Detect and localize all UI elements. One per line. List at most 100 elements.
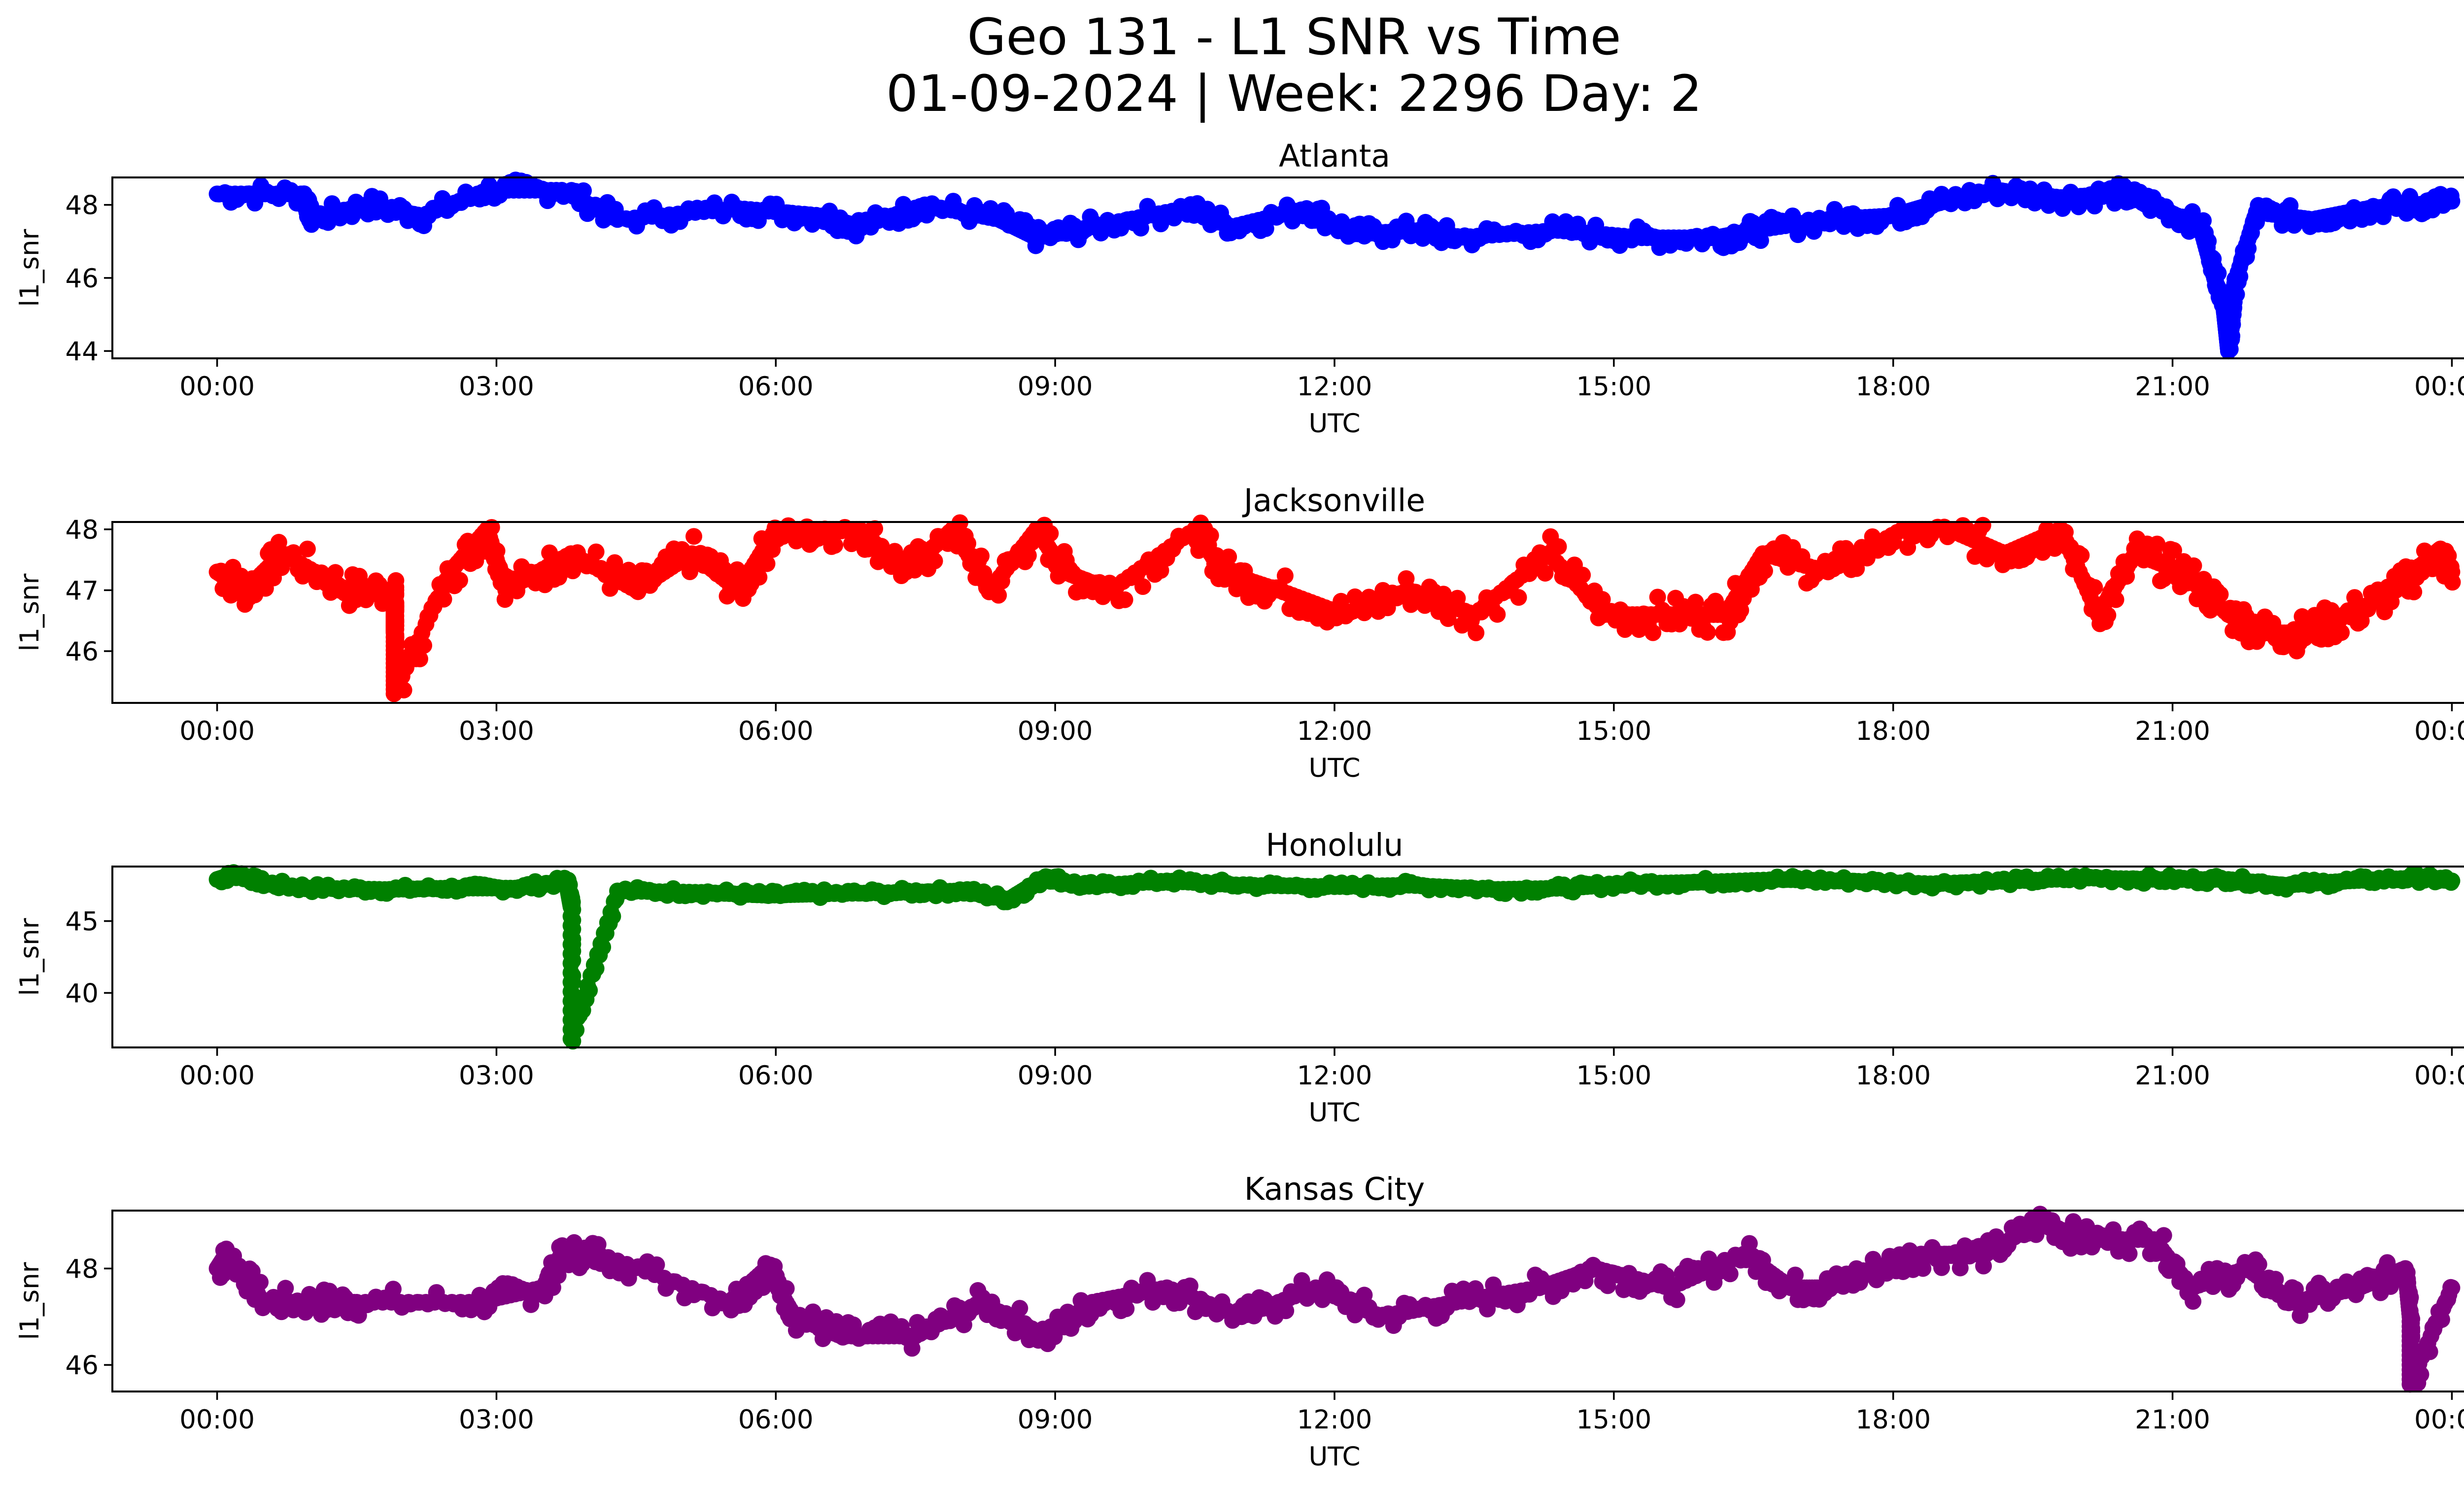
x-tick-label: 00:00 [179, 1405, 255, 1435]
figure-title-line2: 01-09-2024 | Week: 2296 Day: 2 [886, 65, 1702, 123]
scatter-point [2228, 286, 2245, 303]
x-tick-label: 12:00 [1297, 1405, 1372, 1435]
scatter-point [2073, 547, 2090, 564]
figure-title-line1: Geo 131 - L1 SNR vs Time [967, 8, 1621, 67]
x-axis-label: UTC [1308, 1098, 1360, 1128]
scatter-series [208, 514, 2461, 702]
x-tick-label: 00:00 [2414, 372, 2464, 402]
scatter-point [926, 553, 943, 570]
x-tick-label: 21:00 [2135, 716, 2210, 746]
scatter-point [681, 563, 698, 581]
scatter-point [2107, 591, 2124, 608]
x-tick-label: 12:00 [1297, 1061, 1372, 1091]
scatter-point [1489, 606, 1506, 623]
x-tick-label: 00:00 [2414, 1061, 2464, 1091]
scatter-point [758, 555, 776, 572]
y-tick-label: 48 [66, 191, 99, 221]
scatter-point [2421, 1343, 2438, 1360]
scatter-point [1202, 527, 1219, 544]
scatter-point [604, 907, 621, 925]
scatter-point [252, 1274, 269, 1291]
y-tick-label: 46 [66, 264, 99, 294]
subplot-title: Atlanta [1279, 138, 1390, 174]
x-tick-label: 21:00 [2135, 1061, 2210, 1091]
x-tick-label: 09:00 [1018, 1405, 1093, 1435]
scatter-point [451, 572, 468, 589]
scatter-point [1116, 591, 1133, 608]
scatter-point [587, 543, 605, 560]
scatter-point [2121, 1245, 2138, 1262]
x-tick-label: 03:00 [459, 372, 534, 402]
x-tick-label: 15:00 [1576, 716, 1651, 746]
scatter-point [1699, 624, 1716, 641]
scatter-point [2405, 583, 2423, 600]
scatter-point [1468, 624, 1485, 641]
scatter-point [2333, 624, 2350, 641]
x-tick-label: 06:00 [738, 716, 814, 746]
scatter-point [483, 519, 500, 536]
x-axis-label: UTC [1308, 1442, 1360, 1472]
subplot-panels: Atlanta 00:00 03:00 06:00 09:00 12:00 15:00 18:… [15, 138, 2464, 1472]
scatter-point [866, 520, 884, 537]
x-tick-label: 18:00 [1855, 716, 1931, 746]
scatter-point [778, 1280, 795, 1297]
y-axis-label: l1_snr [15, 229, 45, 307]
scatter-point [299, 540, 316, 557]
x-tick-label: 00:00 [2414, 716, 2464, 746]
y-tick-label: 48 [66, 1254, 99, 1284]
x-tick-label: 12:00 [1297, 716, 1372, 746]
scatter-point [1510, 589, 1527, 606]
x-tick-label: 00:00 [179, 1061, 255, 1091]
scatter-point [2443, 563, 2461, 581]
x-tick-label: 09:00 [1018, 372, 1093, 402]
x-tick-label: 09:00 [1018, 716, 1093, 746]
subplot-title: Honolulu [1266, 827, 1403, 863]
scatter-point [411, 650, 428, 667]
x-tick-label: 00:00 [179, 716, 255, 746]
x-axis-label: UTC [1308, 409, 1360, 439]
scatter-point [2099, 607, 2117, 624]
x-tick-label: 18:00 [1855, 372, 1931, 402]
y-tick-label: 46 [66, 1351, 99, 1381]
scatter-point [2403, 1329, 2421, 1346]
y-axis-label: l1_snr [15, 918, 45, 996]
x-tick-label: 21:00 [2135, 1405, 2210, 1435]
scatter-point [327, 564, 344, 581]
scatter-point [685, 528, 703, 545]
x-tick-label: 03:00 [459, 1405, 534, 1435]
scatter-point [2086, 579, 2103, 596]
scatter-point [1011, 1300, 1028, 1317]
y-tick-label: 47 [66, 576, 99, 606]
scatter-series [208, 172, 2461, 360]
scatter-point [435, 591, 452, 608]
scatter-point [1042, 525, 1059, 542]
x-tick-label: 06:00 [738, 1405, 814, 1435]
x-tick-label: 09:00 [1018, 1061, 1093, 1091]
scatter-point [751, 569, 768, 586]
y-axis-label: l1_snr [15, 573, 45, 651]
y-axis-label: l1_snr [15, 1262, 45, 1340]
scatter-point [1020, 547, 1037, 564]
scatter-point [2443, 872, 2461, 890]
scatter-point [1276, 567, 1294, 585]
y-tick-label: 45 [66, 907, 99, 937]
x-tick-label: 21:00 [2135, 372, 2210, 402]
subplot-title: Jacksonville [1242, 483, 1425, 519]
x-tick-label: 15:00 [1576, 372, 1651, 402]
scatter-point [1756, 562, 1773, 580]
scatter-point [2185, 557, 2202, 574]
y-tick-label: 40 [66, 978, 99, 1008]
scatter-point [959, 535, 977, 552]
scatter-point [415, 637, 433, 654]
x-tick-label: 06:00 [738, 372, 814, 402]
scatter-point [1721, 1265, 1739, 1283]
scatter-point [2155, 1227, 2172, 1244]
scatter-point [1668, 1291, 1685, 1308]
scatter-point [2185, 1293, 2202, 1310]
scatter-point [2443, 193, 2461, 210]
y-tick-label: 48 [66, 515, 99, 545]
scatter-point [2210, 265, 2227, 282]
